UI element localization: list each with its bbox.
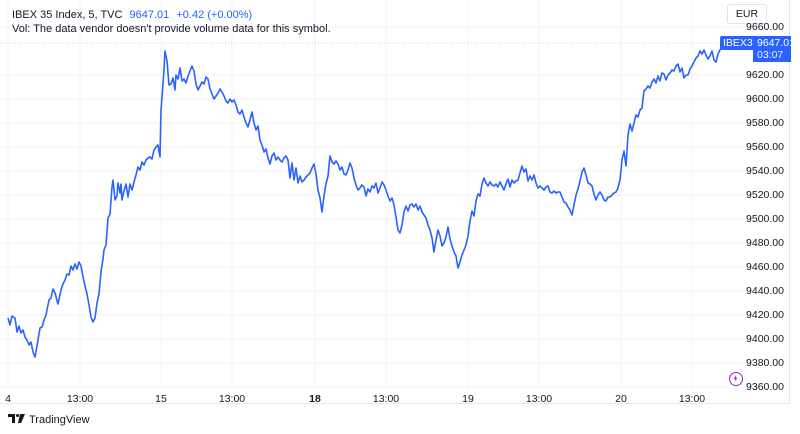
price-axis-label: 9600.00	[746, 93, 784, 105]
price-line	[7, 45, 723, 358]
time-axis-label: 13:00	[372, 393, 400, 405]
tradingview-logo-icon[interactable]	[8, 414, 25, 426]
chart-legend: IBEX 35 Index, 5, TVC 9647.01 +0.42 (+0.…	[12, 8, 331, 36]
currency-button[interactable]: EUR	[727, 4, 767, 24]
bar-countdown: 03:07	[757, 49, 784, 61]
price-axis-label: 9540.00	[746, 165, 784, 177]
last-price-tag: 9647.01 03:07	[753, 36, 795, 62]
time-axis-label: 4	[5, 393, 11, 405]
time-axis-label: 13:00	[66, 393, 94, 405]
chart-frame	[0, 0, 790, 404]
legend-price: 9647.01	[129, 9, 170, 21]
time-axis-label: 20	[615, 393, 627, 405]
symbol-title[interactable]: IBEX 35 Index, 5, TVC	[12, 9, 123, 21]
price-axis-label: 9400.00	[746, 333, 784, 345]
price-axis-label: 9660.00	[746, 21, 784, 33]
price-axis-label: 9460.00	[746, 261, 784, 273]
time-axis-label: 13:00	[218, 393, 246, 405]
price-axis-label: 9480.00	[746, 237, 784, 249]
legend-change: +0.42 (+0.00%)	[176, 9, 253, 21]
time-axis-label: 19	[462, 393, 474, 405]
price-axis-label: 9440.00	[746, 285, 784, 297]
grid-lines	[0, 0, 745, 388]
price-axis-label: 9620.00	[746, 69, 784, 81]
time-axis-label: 18	[309, 393, 321, 405]
price-axis-label: 9500.00	[746, 213, 784, 225]
volume-note: Vol: The data vendor doesn't provide vol…	[12, 23, 331, 35]
price-chart[interactable]	[0, 0, 790, 404]
symbol-tag: IBEX35	[720, 36, 762, 50]
time-axis-label: 13:00	[678, 393, 706, 405]
last-price-value: 9647.01	[757, 37, 795, 49]
price-axis-label: 9560.00	[746, 141, 784, 153]
time-axis-label: 13:00	[525, 393, 553, 405]
brand-name[interactable]: TradingView	[29, 414, 90, 426]
price-axis-label: 9360.00	[746, 381, 784, 393]
lightning-bolt-icon[interactable]	[729, 372, 743, 386]
price-axis-label: 9420.00	[746, 309, 784, 321]
price-axis-label: 9520.00	[746, 189, 784, 201]
price-axis-label: 9380.00	[746, 357, 784, 369]
time-axis-label: 15	[155, 393, 167, 405]
price-axis-label: 9580.00	[746, 117, 784, 129]
footer: TradingView	[8, 414, 90, 426]
